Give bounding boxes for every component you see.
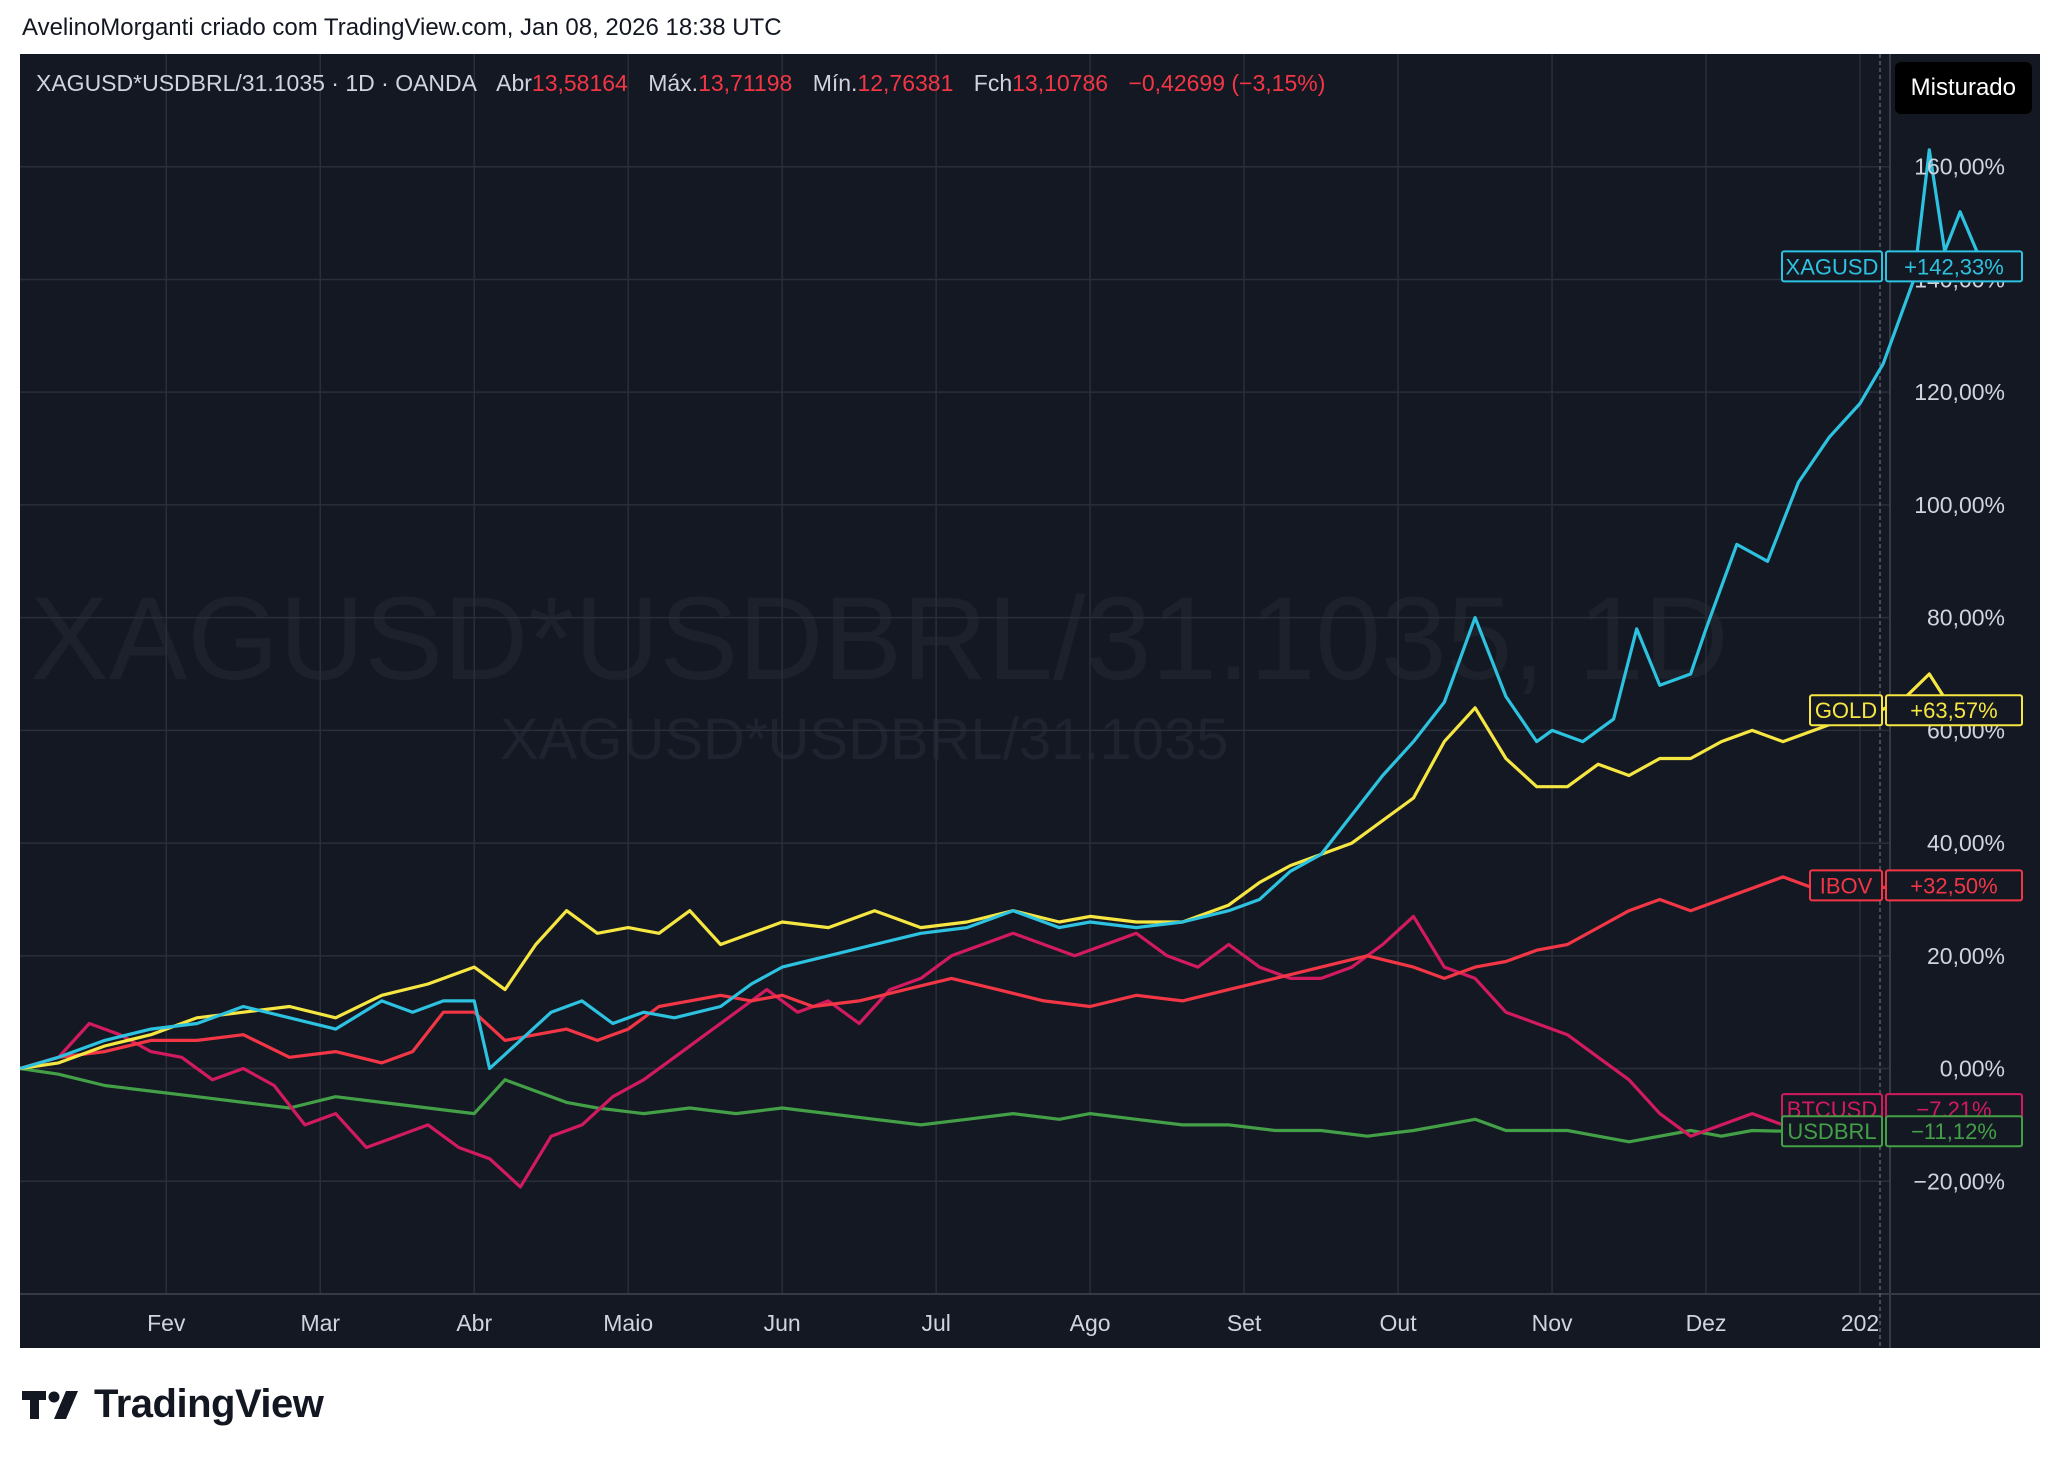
close-value: 13,10786: [1012, 70, 1109, 96]
x-tick-label: Jun: [764, 1310, 801, 1336]
series-tag-xagusd: XAGUSD +142,33%: [1781, 250, 2023, 283]
series-name-label: IBOV: [1820, 873, 1873, 898]
x-axis: Fev Mar Abr Maio Jun Jul Ago Set Out Nov Dez 202: [147, 1310, 1879, 1336]
y-tick-label: 100,00%: [1914, 492, 2005, 518]
close-label: Fch: [973, 70, 1013, 96]
low-label: Mín.: [812, 70, 858, 96]
change-value: −0,42699 (−3,15%): [1128, 70, 1326, 96]
series-name-label: XAGUSD: [1786, 254, 1879, 279]
series-name-label: USDBRL: [1787, 1119, 1876, 1144]
x-tick-label: Mar: [300, 1310, 340, 1336]
y-tick-label: 120,00%: [1914, 379, 2005, 405]
legend-header: XAGUSD*USDBRL/31.1035 · 1D · OANDA Abr13…: [36, 70, 1325, 97]
series-line-ibov: [20, 875, 1907, 1071]
x-tick-label: Set: [1227, 1310, 1262, 1336]
y-tick-label: 40,00%: [1927, 830, 2005, 856]
y-tick-label: 80,00%: [1927, 605, 2005, 631]
series-value-box: [1885, 694, 2023, 727]
open-value: 13,58164: [531, 70, 628, 96]
low-value: 12,76381: [857, 70, 954, 96]
brand-logo[interactable]: TradingView: [22, 1382, 324, 1427]
open-label: Abr: [496, 70, 532, 96]
x-tick-label: Out: [1380, 1310, 1418, 1336]
y-tick-label: 20,00%: [1927, 943, 2005, 969]
tradingview-logo-icon: [22, 1390, 78, 1419]
chart-area[interactable]: XAGUSD*USDBRL/31.1035, 1D XAGUSD*USDBRL/…: [20, 54, 2040, 1348]
series-line-gold: [20, 672, 1954, 1071]
x-tick-label: Maio: [603, 1310, 653, 1336]
y-tick-label: 160,00%: [1914, 154, 2005, 180]
brand-name: TradingView: [94, 1382, 324, 1426]
x-tick-label: Ago: [1070, 1310, 1111, 1336]
x-tick-label: Fev: [147, 1310, 186, 1336]
x-tick-label: 202: [1841, 1310, 1879, 1336]
series-value-label: +63,57%: [1910, 698, 1997, 723]
x-tick-label: Jul: [921, 1310, 950, 1336]
series-value-label: +32,50%: [1910, 873, 1997, 898]
last-value-tags: XAGUSD +142,33%GOLD +63,57%IBOV +32,50%BTCU…: [1781, 250, 2023, 1148]
y-tick-label: 0,00%: [1940, 1056, 2005, 1082]
series-tag-gold: GOLD +63,57%: [1809, 694, 2023, 727]
series-tag-usdbrl: USDBRL −11,12%: [1781, 1115, 2023, 1148]
series-name-box: [1781, 1115, 1883, 1148]
y-tick-label: −20,00%: [1914, 1168, 2005, 1194]
series-lines: [20, 148, 1985, 1189]
series-value-label: −11,12%: [1911, 1119, 1997, 1144]
watermark-sub: XAGUSD*USDBRL/31.1035: [500, 707, 1229, 772]
high-label: Máx.: [648, 70, 699, 96]
x-tick-label: Nov: [1532, 1310, 1573, 1336]
series-line-xagusd: [20, 148, 1985, 1071]
symbol-info[interactable]: XAGUSD*USDBRL/31.1035 · 1D · OANDA: [36, 70, 476, 96]
series-tag-ibov: IBOV +32,50%: [1809, 869, 2023, 902]
chart-attribution: AvelinoMorganti criado com TradingView.c…: [22, 14, 782, 41]
chart-canvas[interactable]: XAGUSD*USDBRL/31.1035, 1D XAGUSD*USDBRL/…: [20, 54, 2040, 1348]
series-value-box: [1885, 869, 2023, 902]
series-name-box: [1781, 250, 1883, 283]
series-value-box: [1885, 250, 2023, 283]
series-value-box: [1885, 1115, 2023, 1148]
mixed-scale-button[interactable]: Misturado: [1894, 62, 2032, 114]
series-name-label: GOLD: [1815, 698, 1877, 723]
series-line-usdbrl: [20, 1066, 1784, 1144]
watermark: XAGUSD*USDBRL/31.1035, 1D XAGUSD*USDBRL/…: [30, 573, 1729, 772]
series-value-label: +142,33%: [1904, 254, 2004, 279]
series-name-box: [1809, 694, 1883, 727]
x-tick-label: Dez: [1686, 1310, 1727, 1336]
x-tick-label: Abr: [456, 1310, 492, 1336]
high-value: 13,71198: [698, 70, 793, 96]
series-name-box: [1809, 869, 1883, 902]
series-line-btcusd: [20, 914, 1815, 1189]
watermark-main: XAGUSD*USDBRL/31.1035, 1D: [30, 573, 1729, 705]
